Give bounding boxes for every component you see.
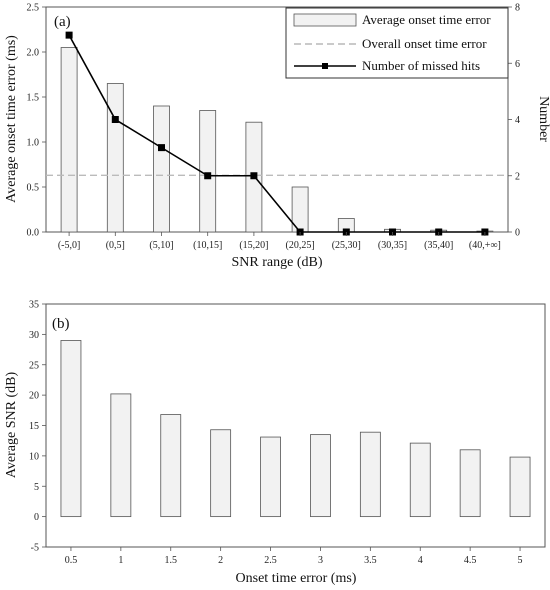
x-tick-label: 3.5 <box>364 555 377 566</box>
line-point-5 <box>250 172 258 180</box>
x-tick-label: (10,15] <box>193 240 222 251</box>
y-tick-label: 2.5 <box>27 3 40 14</box>
y-tick-label: 0 <box>34 512 39 523</box>
line-point-4 <box>204 172 212 180</box>
x-tick-label: (15,20] <box>239 240 268 251</box>
y-tick-label: 15 <box>29 421 39 432</box>
line-point-1 <box>65 31 73 39</box>
bar-2 <box>106 83 124 233</box>
x-tick-label: 1.5 <box>165 555 178 566</box>
chart-a-y2-axis-label: Number <box>536 96 550 142</box>
bar-5 <box>260 436 281 518</box>
x-tick-label: 4.5 <box>464 555 477 566</box>
y2-tick-label: 0 <box>515 228 520 239</box>
legend-swatch-bars <box>293 13 357 27</box>
chart-a-panel-label: (a) <box>54 14 71 30</box>
x-tick-label: (40,+∞] <box>469 240 501 251</box>
y-tick-label: 20 <box>29 391 39 402</box>
x-tick-label: (20,25] <box>286 240 315 251</box>
y-tick-label: 0.5 <box>27 183 40 194</box>
bar-7 <box>359 431 381 518</box>
bar-3 <box>153 105 170 233</box>
chart-a-x-axis-label: SNR range (dB) <box>232 255 323 270</box>
x-tick-label: (25,30] <box>332 240 361 251</box>
y2-tick-label: 4 <box>515 115 520 126</box>
chart-b: 0.5 1 1.5 2 2.5 3 3.5 4 4.5 5 -5 0 5 10 15 20 25 30 35 (b… <box>4 300 546 586</box>
line-point-3 <box>158 144 165 152</box>
chart-b-panel-label: (b) <box>52 316 70 332</box>
bar-8 <box>409 442 431 518</box>
chart-b-x-axis-label: Onset time error (ms) <box>236 571 357 586</box>
chart-b-y-axis-label: Average SNR (dB) <box>4 372 19 479</box>
y-tick-label: 10 <box>29 451 39 462</box>
y-tick-label: 5 <box>34 482 39 493</box>
x-tick-label: 2 <box>218 555 223 566</box>
y-tick-label: 1.0 <box>27 138 40 149</box>
y-tick-label: 35 <box>29 300 39 311</box>
x-tick-label: 5 <box>518 555 523 566</box>
legend-label-reference-line: Overall onset time error <box>362 36 487 51</box>
y-tick-label: 25 <box>29 360 39 371</box>
legend-label-bars: Average onset time error <box>362 12 491 27</box>
x-tick-label: 3 <box>318 555 323 566</box>
bar-4 <box>199 110 217 233</box>
bar-2 <box>110 393 132 518</box>
chart-a: (-5,0] (0,5] (5,10] (10,15] (15,20] (20,25] (2… <box>4 3 550 271</box>
y-tick-label: 0.0 <box>27 228 40 239</box>
bar-10 <box>509 456 531 518</box>
y-tick-label: 2.0 <box>27 48 40 59</box>
y2-tick-label: 8 <box>515 3 520 14</box>
x-tick-label: (0,5] <box>106 240 125 251</box>
bar-1 <box>60 340 82 518</box>
y-tick-label: 30 <box>29 330 39 341</box>
legend-label-line: Number of missed hits <box>362 58 480 73</box>
x-tick-label: (-5,0] <box>58 240 81 251</box>
bar-3 <box>160 414 182 518</box>
x-tick-label: 2.5 <box>264 555 277 566</box>
bar-4 <box>210 429 232 518</box>
bar-9 <box>459 449 481 518</box>
bar-6 <box>310 434 331 518</box>
x-tick-label: (30,35] <box>378 240 407 251</box>
y-tick-label: -5 <box>31 543 39 554</box>
legend-swatch-marker <box>322 63 328 69</box>
y2-tick-label: 6 <box>515 59 520 70</box>
x-tick-label: 0.5 <box>65 555 78 566</box>
y-tick-label: 1.5 <box>27 93 40 104</box>
x-tick-label: 1 <box>118 555 123 566</box>
series-line-missed-hits <box>68 34 485 233</box>
chart-a-legend: Average onset time error Overall onset t… <box>285 7 509 79</box>
chart-a-y-axis-label: Average onset time error (ms) <box>4 35 19 203</box>
x-tick-label: (5,10] <box>149 240 173 251</box>
bar-1 <box>60 47 78 233</box>
x-tick-label: 4 <box>418 555 423 566</box>
x-tick-label: (35,40] <box>424 240 453 251</box>
line-point-2 <box>111 116 119 123</box>
y2-tick-label: 2 <box>515 171 520 182</box>
